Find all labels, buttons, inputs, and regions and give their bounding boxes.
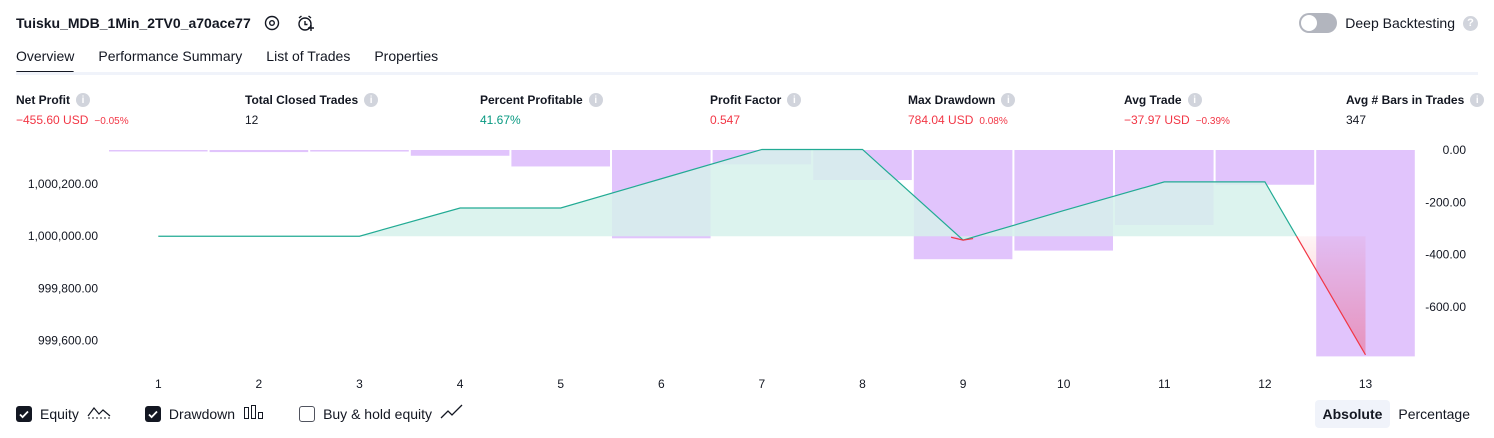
drawdown-bar [310,150,409,152]
stat-avg-bars-in-trades: Avg # Bars in Trades i 347 [1346,93,1484,127]
equity-line-icon [87,404,111,423]
x-axis-tick: 6 [658,377,665,391]
x-axis-tick: 3 [356,377,363,391]
percentage-button[interactable]: Percentage [1390,400,1478,428]
stat-percent: 0.08% [979,116,1007,127]
drawdown-axis-tick: -400.00 [1425,248,1466,262]
stat-value: 12 [245,113,258,127]
strategy-header: Tuisku_MDB_1Min_2TV0_a70ace77 Deep Backt… [0,0,1494,48]
drawdown-bar [511,150,610,166]
x-axis-tick: 8 [859,377,866,391]
deep-backtesting-toggle[interactable] [1299,13,1337,33]
stat-value: −455.60 USD [16,113,88,127]
stat-max-drawdown: Max Drawdown i 784.04 USD 0.08% [908,93,1015,127]
x-axis-tick: 10 [1057,377,1071,391]
toggle-knob [1301,15,1317,31]
tab-divider [16,72,1478,75]
x-axis-tick: 7 [759,377,766,391]
stat-label: Avg # Bars in Trades [1346,93,1464,107]
deep-backtesting-label: Deep Backtesting [1345,15,1455,31]
stats-row: Net Profit i −455.60 USD −0.05% Total Clos… [0,93,1494,133]
info-icon[interactable]: i [1188,93,1202,107]
equity-drawdown-chart[interactable]: 1,000,200.00 1,000,000.00 999,800.00 999,60… [0,140,1494,396]
x-axis-tick: 9 [960,377,967,391]
equity-axis-tick: 1,000,000.00 [28,229,98,243]
tab-list-of-trades[interactable]: List of Trades [266,48,350,74]
equity-axis-tick: 999,800.00 [38,281,98,295]
drawdown-bar [914,150,1013,259]
equity-checkbox[interactable] [16,406,32,422]
add-alert-icon[interactable] [296,13,316,33]
drawdown-checkbox[interactable] [145,406,161,422]
deep-backtesting-control: Deep Backtesting ? [1299,13,1478,33]
drawdown-axis-tick: -600.00 [1425,300,1466,314]
stat-value: 41.67% [480,113,521,127]
drawdown-bar [1216,150,1315,185]
tab-properties[interactable]: Properties [374,48,438,74]
legend-label: Equity [40,406,79,422]
legend-label: Buy & hold equity [323,406,432,422]
stat-percent: −0.39% [1196,116,1230,127]
stat-label: Avg Trade [1124,93,1182,107]
legend-drawdown[interactable]: Drawdown [145,404,265,423]
equity-axis-tick: 1,000,200.00 [28,177,98,191]
settings-icon[interactable] [262,13,282,33]
chart-legend: Equity Drawdown Buy & hold equity [16,404,498,423]
legend-buy-hold-equity[interactable]: Buy & hold equity [299,404,464,423]
info-icon[interactable]: i [1470,93,1484,107]
drawdown-bar [411,150,510,156]
absolute-button[interactable]: Absolute [1315,400,1391,428]
drawdown-axis-tick: 0.00 [1443,143,1467,157]
stat-label: Profit Factor [710,93,781,107]
info-icon[interactable]: i [787,93,801,107]
buy-hold-checkbox[interactable] [299,406,315,422]
stat-label: Percent Profitable [480,93,583,107]
x-axis-tick: 5 [557,377,564,391]
legend-label: Drawdown [169,406,235,422]
drawdown-bar [210,150,309,152]
stat-label: Total Closed Trades [245,93,358,107]
stat-label: Max Drawdown [908,93,995,107]
tab-overview[interactable]: Overview [16,48,74,74]
stat-value: 347 [1346,113,1366,127]
x-axis-tick: 1 [155,377,162,391]
stat-avg-trade: Avg Trade i −37.97 USD −0.39% [1124,93,1230,127]
stat-value: −37.97 USD [1124,113,1190,127]
tab-bar: Overview Performance Summary List of Tra… [16,48,438,74]
stat-net-profit: Net Profit i −455.60 USD −0.05% [16,93,129,127]
legend-equity[interactable]: Equity [16,404,111,423]
stat-value: 784.04 USD [908,113,973,127]
info-icon[interactable]: i [76,93,90,107]
stat-percent: −0.05% [94,116,128,127]
strategy-title: Tuisku_MDB_1Min_2TV0_a70ace77 [16,15,251,31]
drawdown-bars-icon [243,404,265,423]
stat-percent-profitable: Percent Profitable i 41.67% [480,93,603,127]
stat-profit-factor: Profit Factor i 0.547 [710,93,801,127]
drawdown-bar [109,150,208,152]
x-axis-tick: 12 [1258,377,1272,391]
buy-hold-line-icon [440,404,464,423]
info-icon[interactable]: i [364,93,378,107]
info-icon[interactable]: i [589,93,603,107]
x-axis-tick: 13 [1359,377,1373,391]
info-icon[interactable]: i [1001,93,1015,107]
stat-value: 0.547 [710,113,740,127]
x-axis-tick: 2 [256,377,263,391]
stat-label: Net Profit [16,93,70,107]
x-axis-tick: 4 [457,377,464,391]
equity-axis-tick: 999,600.00 [38,334,98,348]
help-icon[interactable]: ? [1463,16,1478,31]
view-mode-switch: Absolute Percentage [1315,400,1479,428]
drawdown-axis-tick: -200.00 [1425,195,1466,209]
tab-performance-summary[interactable]: Performance Summary [98,48,242,74]
stat-total-closed-trades: Total Closed Trades i 12 [245,93,378,127]
x-axis-tick: 11 [1158,377,1171,391]
